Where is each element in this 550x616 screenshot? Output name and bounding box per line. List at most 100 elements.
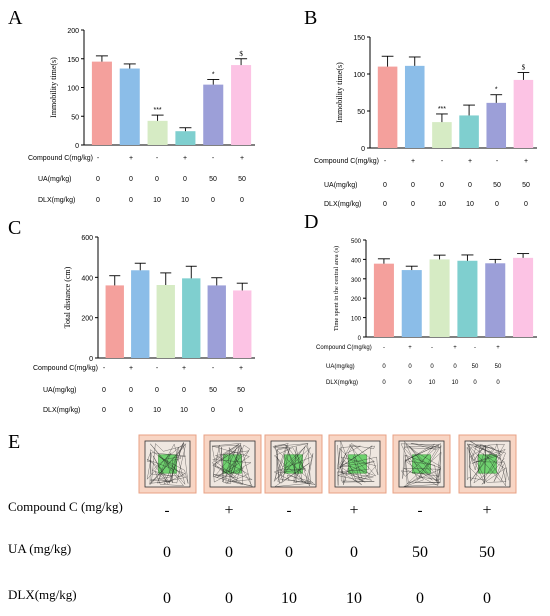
- group-row-label: DLX(mg/kg): [8, 587, 77, 602]
- significance-label: *: [212, 71, 215, 78]
- panel-letter: C: [8, 217, 21, 239]
- group-row-value: 10: [153, 197, 161, 204]
- group-row-value: -: [287, 503, 292, 519]
- group-row-label: DLX(mg/kg): [43, 407, 80, 414]
- group-row-value: +: [453, 345, 457, 351]
- group-row-value: 0: [155, 387, 159, 394]
- group-row-value: 0: [495, 201, 499, 208]
- group-row-value: +: [240, 155, 244, 162]
- group-row-value: 0: [102, 387, 106, 394]
- group-row-label: Compound C(mg/kg): [28, 155, 93, 162]
- bar: [432, 122, 452, 148]
- y-tick-label: 200: [81, 316, 93, 323]
- group-row-value: 50: [472, 364, 479, 370]
- bar: [373, 263, 394, 337]
- bar: [429, 259, 450, 337]
- group-row-value: -: [156, 365, 159, 372]
- group-row-value: 10: [281, 590, 297, 607]
- group-row-value: -: [97, 155, 100, 162]
- y-tick-label: 300: [351, 278, 362, 284]
- group-row-value: +: [224, 502, 233, 519]
- group-row-value: 0: [408, 380, 412, 386]
- bar: [131, 270, 150, 358]
- bar: [485, 263, 506, 337]
- y-tick-label: 200: [67, 28, 79, 35]
- group-row-label: DLX(mg/kg): [324, 201, 361, 208]
- bar: [377, 66, 398, 148]
- panel-letter: E: [8, 431, 20, 453]
- y-tick-label: 150: [67, 57, 79, 64]
- y-tick-label: 50: [357, 109, 365, 116]
- panel-letter: B: [304, 7, 317, 29]
- group-row-value: 0: [240, 197, 244, 204]
- group-row-value: 0: [416, 590, 424, 607]
- open-field-track-image: [328, 434, 387, 494]
- group-row-value: 0: [382, 364, 386, 370]
- group-row-value: 50: [238, 176, 246, 183]
- group-row-value: 0: [408, 364, 412, 370]
- group-row-value: +: [408, 345, 412, 351]
- y-tick-label: 100: [353, 72, 365, 79]
- group-row-value: 0: [163, 590, 171, 607]
- y-tick-label: 400: [81, 275, 93, 282]
- group-row-value: +: [496, 345, 500, 351]
- group-row-value: 0: [411, 182, 415, 189]
- group-row-label: Compound C(mg/kg): [314, 158, 379, 165]
- group-row-label: UA(mg/kg): [43, 387, 76, 394]
- bar: [119, 68, 140, 145]
- y-axis-label: Immobility time(s): [49, 57, 58, 118]
- group-row-value: 0: [155, 176, 159, 183]
- y-axis-label: Immobility time(s): [335, 62, 344, 123]
- group-row-value: -: [212, 155, 215, 162]
- y-tick-label: 200: [351, 297, 362, 303]
- y-tick-label: 100: [67, 86, 79, 93]
- panel-e: E Compound C (mg/kg) - + - + - + UA (mg/kg) 0 0 0 0 5…: [8, 431, 517, 607]
- group-row-value: 0: [350, 544, 358, 561]
- panel-c: C 0 200 400 600 Total distance (cm) Compound C…: [8, 217, 255, 414]
- bar: [457, 260, 478, 337]
- group-row-value: 0: [96, 176, 100, 183]
- panel-letter: A: [8, 7, 23, 29]
- group-row-value: 10: [438, 201, 446, 208]
- group-row-value: 0: [102, 407, 106, 414]
- group-row-value: 10: [181, 197, 189, 204]
- group-row-value: 10: [180, 407, 188, 414]
- group-row-value: +: [129, 155, 133, 162]
- group-row-value: +: [524, 158, 528, 165]
- bar: [231, 65, 252, 145]
- group-row-label: UA(mg/kg): [38, 176, 71, 183]
- movement-track: [466, 440, 510, 487]
- bar: [404, 65, 425, 148]
- group-row-value: 50: [237, 387, 245, 394]
- bar: [105, 285, 124, 358]
- group-row-value: 0: [285, 544, 293, 561]
- group-row-label: Compound C(mg/kg): [316, 345, 372, 351]
- group-row-value: 0: [383, 201, 387, 208]
- group-row-value: 10: [153, 407, 161, 414]
- bar: [91, 61, 112, 145]
- y-axis-label: Time spent in the central area (s): [333, 246, 340, 331]
- group-row-value: 0: [129, 387, 133, 394]
- movement-track: [272, 443, 316, 487]
- group-row-value: 0: [468, 182, 472, 189]
- bar: [203, 84, 224, 145]
- open-field-track-image: [138, 434, 197, 494]
- significance-label: ***: [153, 107, 161, 114]
- movement-track: [400, 441, 442, 488]
- bar: [486, 102, 507, 148]
- bar: [182, 278, 201, 358]
- group-row-label: DLX(mg/kg): [326, 380, 358, 386]
- group-row-value: +: [349, 502, 358, 519]
- group-row-value: 0: [411, 201, 415, 208]
- y-tick-label: 150: [353, 35, 365, 42]
- group-row-value: 0: [225, 590, 233, 607]
- group-row-value: 50: [493, 182, 501, 189]
- group-row-label: UA(mg/kg): [326, 364, 355, 370]
- group-row-value: 0: [211, 407, 215, 414]
- bar: [207, 285, 226, 358]
- bar: [459, 115, 479, 148]
- group-row-value: -: [384, 158, 387, 165]
- y-tick-label: 500: [351, 239, 362, 245]
